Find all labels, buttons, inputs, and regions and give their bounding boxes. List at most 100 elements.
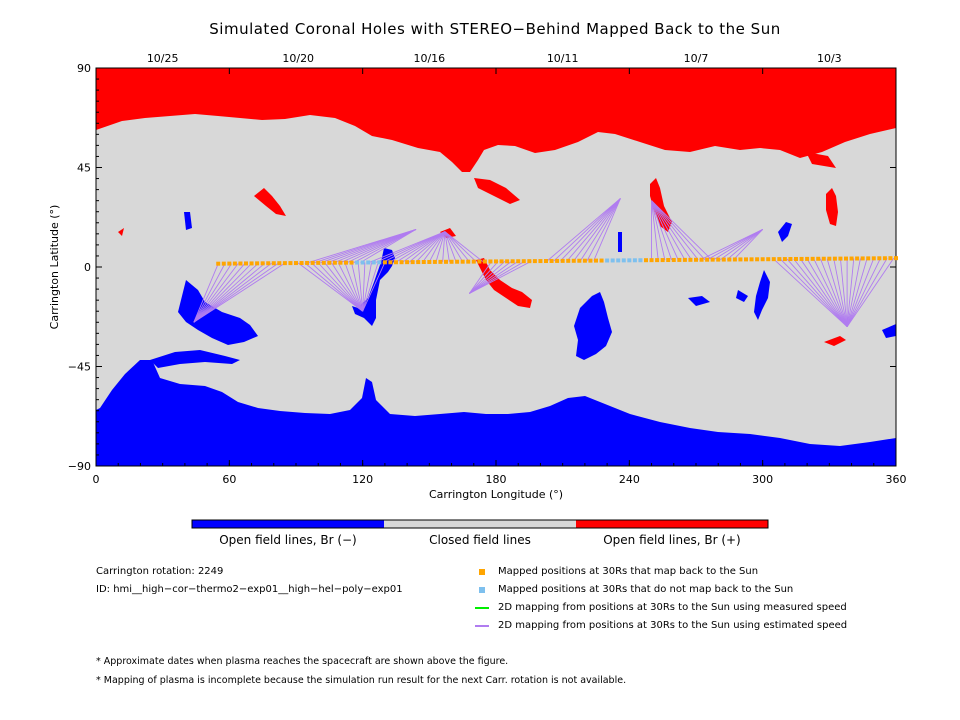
mapped-point: [399, 260, 404, 265]
mapped-point: [644, 258, 648, 263]
mapping-line: [593, 198, 621, 261]
colorbar-open-positive: [576, 520, 768, 528]
mapped-point: [810, 256, 815, 261]
negative-hole-3: [574, 292, 612, 360]
mapped-point: [694, 257, 698, 262]
mapping-line: [800, 258, 848, 327]
mapping-line: [193, 263, 252, 323]
mapping-line: [193, 263, 232, 323]
mapping-line: [468, 261, 499, 294]
negative-hole-8: [688, 296, 710, 306]
mapping-line: [469, 260, 519, 294]
mapped-point: [299, 261, 304, 266]
mapped-point: [666, 258, 671, 263]
mapped-point: [671, 257, 676, 262]
mapping-line: [773, 258, 848, 328]
y-tick-label: 90: [77, 62, 91, 75]
legend-estimated-line: [475, 625, 489, 627]
mapping-line: [402, 231, 446, 263]
legend-unmapped-label: Mapped positions at 30Rs that do not map…: [498, 584, 794, 595]
mapped-point: [710, 257, 715, 262]
mapped-point: [427, 259, 432, 264]
mapped-point: [227, 261, 232, 266]
colorbar-label-positive: Open field lines, Br (+): [603, 533, 741, 547]
mapped-point: [716, 257, 721, 262]
mapped-point: [688, 257, 693, 262]
mapped-point: [271, 261, 276, 266]
mapped-point: [349, 260, 354, 265]
mapping-line: [193, 263, 246, 323]
x-tick-label: 180: [486, 473, 507, 486]
legend-measured-line: [475, 607, 489, 609]
mapping-line: [317, 262, 363, 312]
mapped-point: [749, 257, 754, 262]
mapped-point: [544, 259, 548, 264]
mapped-point: [882, 256, 887, 261]
legend-mapped-label: Mapped positions at 30Rs that map back t…: [498, 566, 759, 577]
mapping-line: [444, 231, 483, 262]
mapped-point: [766, 257, 771, 262]
mapping-line: [362, 262, 372, 312]
negative-hole-1: [178, 280, 258, 345]
mapping-line: [839, 258, 848, 327]
colorbar-label-negative: Open field lines, Br (−): [219, 533, 357, 547]
mapped-point: [871, 256, 876, 261]
mapped-point: [599, 258, 604, 263]
x-axis-title: Carrington Longitude (°): [429, 488, 563, 501]
mapped-point: [499, 259, 504, 264]
mapped-point: [816, 256, 821, 261]
unmapped-point: [638, 258, 643, 263]
mapping-line: [846, 258, 881, 327]
mapped-point: [305, 260, 310, 265]
mapping-line: [428, 231, 446, 263]
mapped-point: [649, 258, 654, 263]
mapping-line: [382, 231, 446, 263]
mapped-point: [838, 256, 843, 261]
mapping-line: [846, 258, 861, 327]
note-incomplete: * Mapping of plasma is incomplete becaus…: [96, 675, 627, 686]
mapping-line: [193, 263, 219, 323]
legend-unmapped-swatch: [479, 587, 485, 593]
negative-hole-10: [736, 290, 748, 302]
mapped-point: [849, 256, 854, 261]
mapped-point: [249, 261, 254, 266]
mapping-line: [560, 198, 621, 262]
mapping-line: [409, 231, 446, 263]
colorbar-closed: [384, 520, 576, 528]
mapped-point: [327, 260, 332, 265]
mapping-line: [651, 200, 659, 261]
mapped-point: [655, 258, 660, 263]
mapping-line: [193, 263, 226, 323]
mapping-line: [651, 200, 712, 260]
mapped-point: [266, 261, 271, 266]
positive-hole-7: [118, 228, 124, 236]
mapped-point: [310, 260, 315, 265]
date-label: 10/7: [684, 52, 709, 65]
date-label: 10/20: [282, 52, 314, 65]
mapping-line: [444, 231, 477, 262]
negative-hole-9: [618, 232, 622, 252]
mapped-point: [571, 258, 576, 263]
mapping-line: [720, 229, 763, 260]
mapped-point: [660, 258, 665, 263]
date-label: 10/16: [413, 52, 445, 65]
mapped-point: [532, 259, 537, 264]
mapping-line: [337, 262, 364, 312]
mapped-point: [527, 259, 532, 264]
unmapped-point: [360, 260, 365, 265]
negative-hole-6: [882, 324, 896, 338]
negative-hole-7: [184, 212, 192, 230]
mapping-lines: [193, 198, 895, 328]
mapped-point: [232, 261, 237, 266]
mapped-point: [444, 259, 448, 264]
y-tick-label: 0: [84, 261, 91, 274]
x-tick-label: 120: [352, 473, 373, 486]
mapping-line: [353, 229, 417, 263]
mapped-point: [777, 257, 782, 262]
mapped-point: [771, 257, 776, 262]
mapping-line: [444, 231, 470, 262]
mapping-line: [469, 261, 506, 294]
mapping-line: [395, 231, 446, 263]
mapping-line: [580, 198, 621, 261]
mapped-point: [238, 261, 243, 266]
